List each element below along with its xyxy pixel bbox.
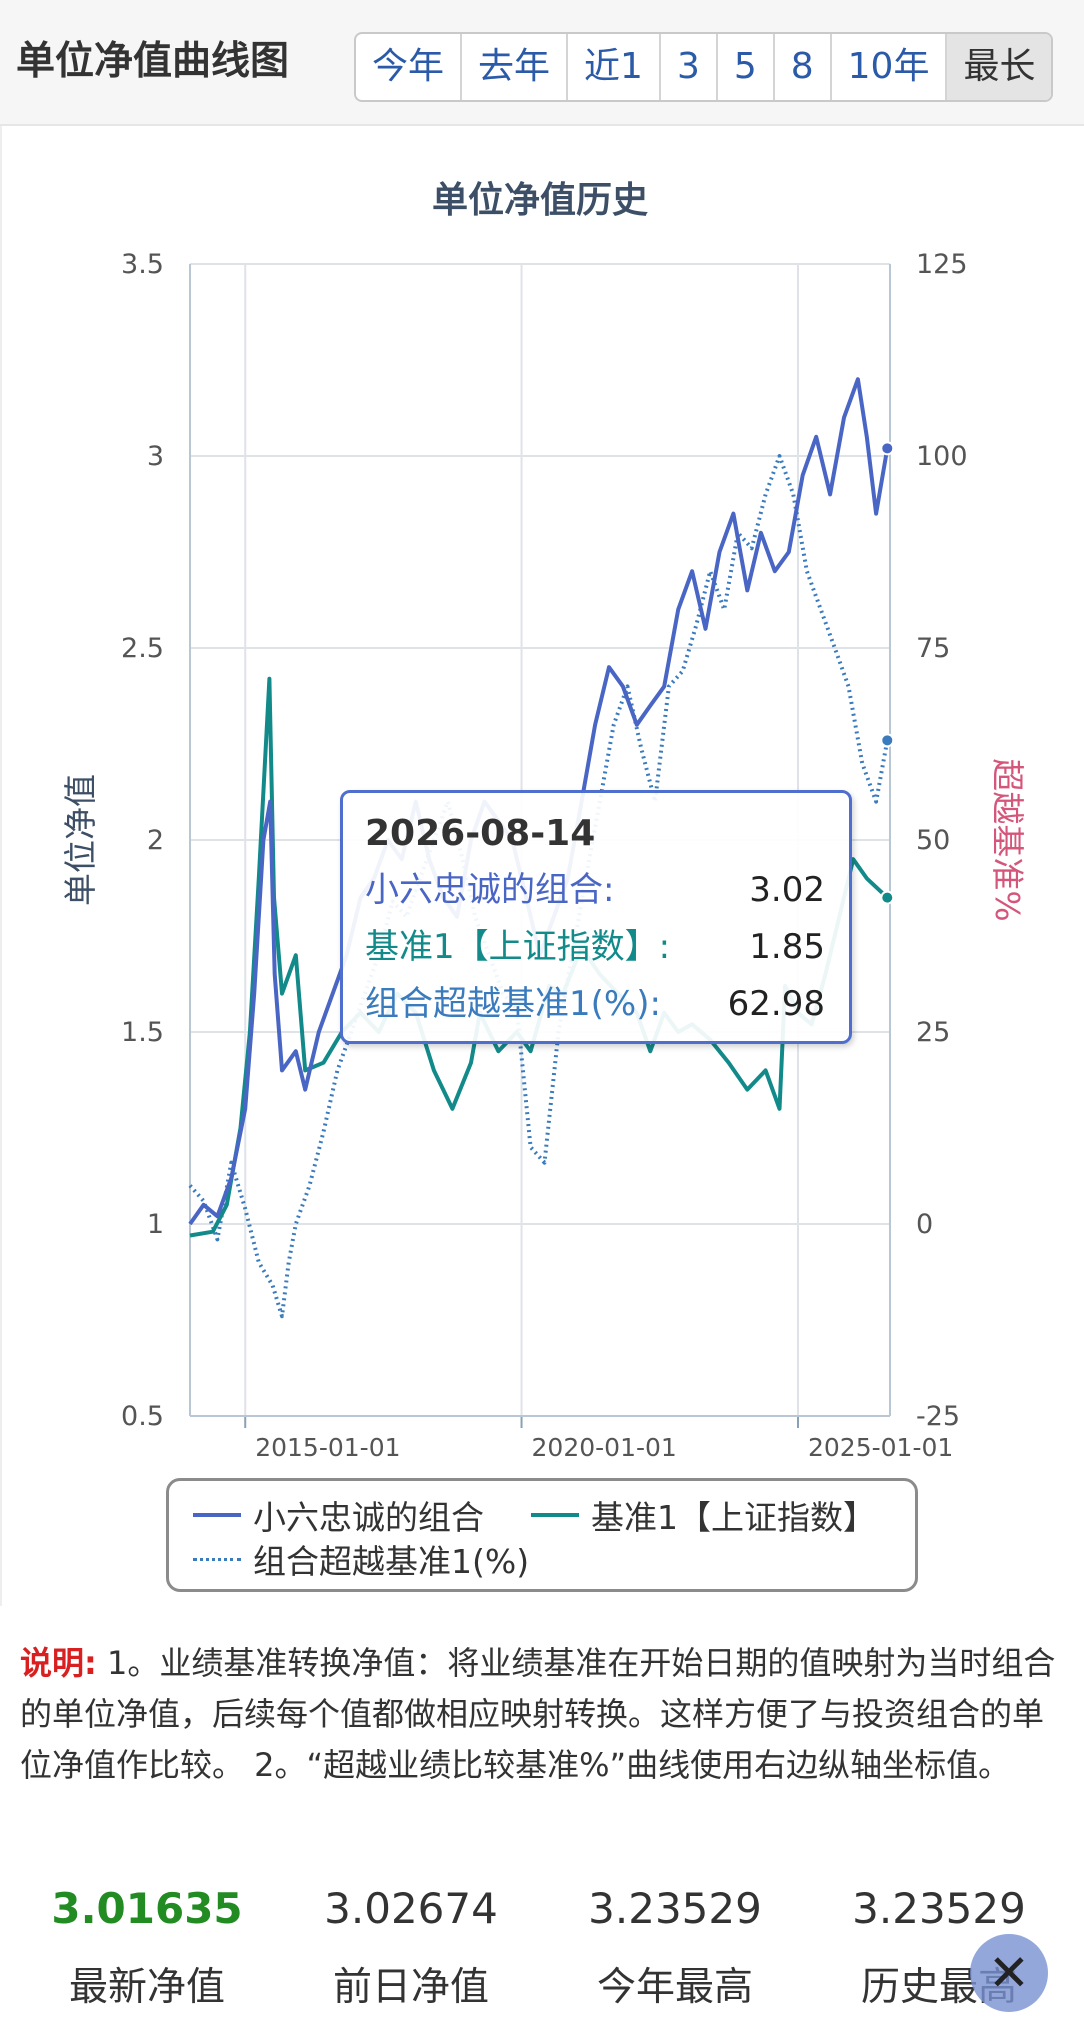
legend-item-excess[interactable]: 组合超越基准1(%) [193, 1535, 529, 1583]
y2-tick-label: -25 [916, 1401, 960, 1432]
tab-10-years[interactable]: 10年 [832, 34, 948, 100]
stat-value: 3.01635 [51, 1884, 243, 1933]
stats-row: 3.01635 最新净值 3.02674 前日净值 3.23529 今年最高 3… [0, 1880, 1084, 2024]
y2-tick-label: 125 [916, 249, 968, 280]
legend-swatch [193, 1513, 241, 1517]
tooltip-row-excess: 组合超越基准1(%): 62.98 [365, 976, 825, 1033]
x-tick-label: 2025-01-01 [808, 1433, 953, 1462]
y2-tick-label: 100 [916, 441, 968, 472]
stat-label: 今年最高 [596, 1965, 753, 2010]
stat-latest-nav: 3.01635 最新净值 [12, 1880, 282, 2012]
stat-label: 最新净值 [68, 1965, 225, 2010]
legend-label: 组合超越基准1(%) [253, 1542, 530, 1581]
chart-tooltip: 2026-08-14 小六忠诚的组合: 3.02 基准1【上证指数】: 1.85… [340, 790, 852, 1044]
tab-this-year[interactable]: 今年 [356, 34, 463, 100]
y-tick-label: 1 [147, 1209, 164, 1240]
y-tick-label: 3 [147, 441, 164, 472]
legend-swatch [531, 1513, 579, 1517]
stat-label: 前日净值 [332, 1965, 489, 2010]
tooltip-value: 3.02 [749, 870, 825, 910]
x-tick-label: 2015-01-01 [255, 1433, 400, 1462]
top-bar: 单位净值曲线图 今年 去年 近1 3 5 8 10年 最长 [0, 0, 1084, 126]
legend-label: 基准1【上证指数】 [591, 1498, 876, 1537]
x-tick-label: 2020-01-01 [532, 1433, 677, 1462]
tooltip-date: 2026-08-14 [365, 813, 596, 854]
series-end-point [880, 441, 895, 456]
chart-legend: 小六忠诚的组合 基准1【上证指数】 组合超越基准1(%) [166, 1478, 918, 1592]
tooltip-row-benchmark: 基准1【上证指数】: 1.85 [365, 919, 825, 976]
tab-3[interactable]: 3 [661, 34, 718, 100]
stat-value: 3.23529 [588, 1884, 762, 1933]
tab-5[interactable]: 5 [718, 34, 775, 100]
y-tick-label: 2.5 [121, 633, 164, 664]
y-tick-label: 0.5 [121, 1401, 164, 1432]
tooltip-label: 组合超越基准1(%): [365, 984, 661, 1024]
legend-label: 小六忠诚的组合 [253, 1498, 484, 1537]
legend-item-benchmark[interactable]: 基准1【上证指数】 [531, 1491, 876, 1539]
legend-item-portfolio[interactable]: 小六忠诚的组合 [193, 1491, 484, 1539]
notes-label: 说明: [20, 1644, 97, 1682]
series-end-point [880, 890, 895, 905]
y2-tick-label: 75 [916, 633, 950, 664]
tooltip-label: 小六忠诚的组合: [365, 870, 615, 910]
y2-tick-label: 25 [916, 1017, 950, 1048]
y2-axis-label: 超越基准% [988, 758, 1027, 921]
legend-swatch [193, 1557, 241, 1561]
stat-year-high: 3.23529 今年最高 [540, 1880, 810, 2012]
tooltip-row-portfolio: 小六忠诚的组合: 3.02 [365, 862, 825, 919]
y-axis-label: 单位净值 [61, 774, 100, 906]
stat-value: 3.02674 [324, 1884, 498, 1933]
page-title: 单位净值曲线图 [16, 39, 290, 84]
chart-title: 单位净值历史 [432, 180, 648, 221]
stat-previous-nav: 3.02674 前日净值 [276, 1880, 546, 2012]
range-tabs: 今年 去年 近1 3 5 8 10年 最长 [354, 32, 1054, 102]
tab-8[interactable]: 8 [775, 34, 832, 100]
series-end-point [880, 733, 895, 748]
tooltip-value: 62.98 [727, 984, 825, 1024]
tab-longest[interactable]: 最长 [947, 34, 1052, 100]
y-tick-label: 1.5 [121, 1017, 164, 1048]
chart-notes: 说明: 1。业绩基准转换净值：将业绩基准在开始日期的值映射为当时组合的单位净值，… [20, 1638, 1064, 1791]
y2-tick-label: 0 [916, 1209, 933, 1240]
tab-recent-1[interactable]: 近1 [568, 34, 661, 100]
notes-text: 1。业绩基准转换净值：将业绩基准在开始日期的值映射为当时组合的单位净值，后续每个… [20, 1644, 1056, 1784]
tooltip-label: 基准1【上证指数】: [365, 927, 671, 967]
close-icon[interactable]: ✕ [970, 1934, 1048, 2012]
tab-last-year[interactable]: 去年 [462, 34, 569, 100]
nav-history-chart[interactable]: 单位净值历史 0.5 1 1.5 2 2.5 3 3.5 -25 0 25 50 75 100 125 201… [2, 126, 1082, 1606]
series-line-1 [189, 676, 889, 1238]
tooltip-value: 1.85 [749, 927, 825, 967]
chart-panel: 单位净值历史 0.5 1 1.5 2 2.5 3 3.5 -25 0 25 50 75 100 125 201… [0, 126, 1084, 1606]
y-tick-label: 3.5 [121, 249, 164, 280]
y2-tick-label: 50 [916, 825, 950, 856]
stat-value: 3.23529 [852, 1884, 1026, 1933]
y-tick-label: 2 [147, 825, 164, 856]
